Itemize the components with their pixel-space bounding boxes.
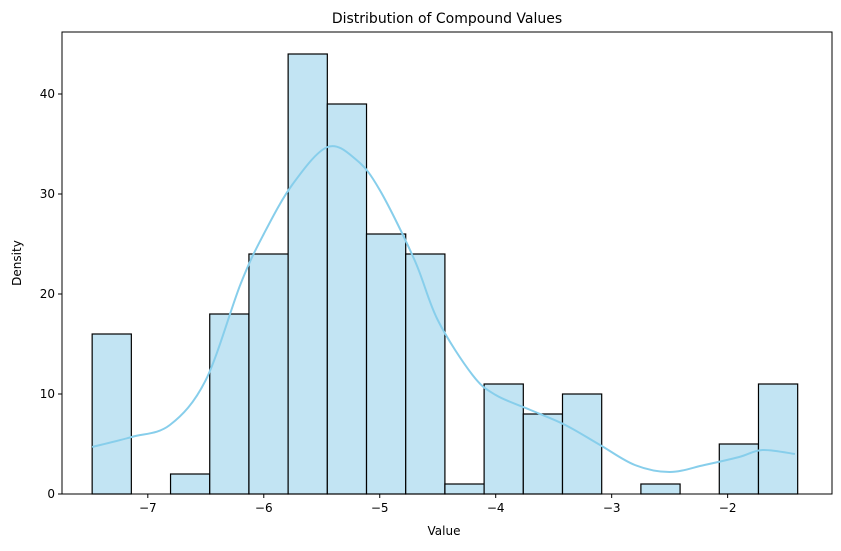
axes-frame	[61, 31, 833, 495]
x-tick-label: −4	[487, 501, 505, 515]
histogram-bar	[91, 333, 132, 495]
histogram-bar	[444, 483, 485, 495]
x-tick-label: −7	[139, 501, 157, 515]
x-tick-label: −2	[719, 501, 737, 515]
histogram-bar	[405, 253, 446, 495]
y-tick-label: 30	[40, 187, 55, 201]
y-tick-label: 0	[47, 487, 55, 501]
histogram-bar	[522, 413, 564, 495]
histogram-bar	[326, 103, 368, 495]
y-axis-label: Density	[10, 240, 24, 286]
x-tick-label: −3	[603, 501, 621, 515]
x-axis-label: Value	[428, 524, 461, 538]
kde-curve	[91, 145, 796, 474]
histogram-bar	[640, 483, 681, 495]
x-tick-label: −5	[371, 501, 389, 515]
histogram-bar	[209, 313, 250, 495]
histogram-bar	[757, 383, 799, 495]
y-tick-label: 40	[40, 87, 55, 101]
histogram-bar	[248, 253, 289, 495]
histogram-bar	[365, 233, 407, 495]
histogram-bar	[483, 383, 524, 495]
histogram-bar	[287, 53, 328, 495]
histogram-bar	[561, 393, 603, 495]
chart-title: Distribution of Compound Values	[332, 11, 562, 27]
x-tick-label: −6	[255, 501, 273, 515]
y-tick-label: 10	[40, 387, 55, 401]
y-tick-label: 20	[40, 287, 55, 301]
histogram-bar	[169, 473, 211, 495]
